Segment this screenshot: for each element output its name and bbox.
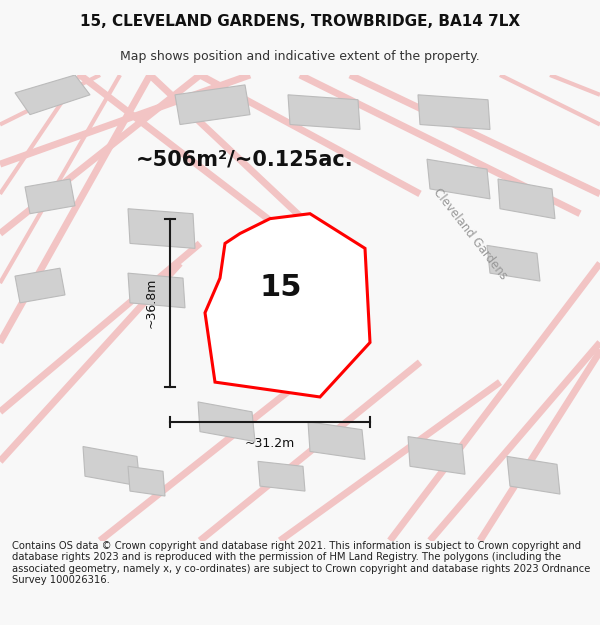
Text: Contains OS data © Crown copyright and database right 2021. This information is : Contains OS data © Crown copyright and d…: [12, 541, 590, 586]
Text: 15: 15: [260, 272, 302, 302]
Text: Map shows position and indicative extent of the property.: Map shows position and indicative extent…: [120, 50, 480, 62]
Polygon shape: [507, 456, 560, 494]
Text: ~36.8m: ~36.8m: [145, 278, 158, 328]
Polygon shape: [83, 446, 140, 486]
Text: Cleveland Gardens: Cleveland Gardens: [430, 186, 509, 282]
Polygon shape: [15, 268, 65, 303]
Polygon shape: [15, 75, 90, 114]
Polygon shape: [418, 95, 490, 129]
Polygon shape: [258, 461, 305, 491]
Polygon shape: [128, 466, 165, 496]
Polygon shape: [498, 179, 555, 219]
Polygon shape: [487, 246, 540, 281]
Polygon shape: [205, 214, 370, 397]
Polygon shape: [25, 179, 75, 214]
Polygon shape: [198, 402, 255, 441]
Text: 15, CLEVELAND GARDENS, TROWBRIDGE, BA14 7LX: 15, CLEVELAND GARDENS, TROWBRIDGE, BA14 …: [80, 14, 520, 29]
Polygon shape: [128, 209, 195, 248]
Text: ~506m²/~0.125ac.: ~506m²/~0.125ac.: [136, 149, 354, 169]
Polygon shape: [288, 95, 360, 129]
Polygon shape: [427, 159, 490, 199]
Polygon shape: [175, 85, 250, 124]
Polygon shape: [308, 422, 365, 459]
Polygon shape: [128, 273, 185, 308]
Polygon shape: [408, 437, 465, 474]
Text: ~31.2m: ~31.2m: [245, 437, 295, 449]
